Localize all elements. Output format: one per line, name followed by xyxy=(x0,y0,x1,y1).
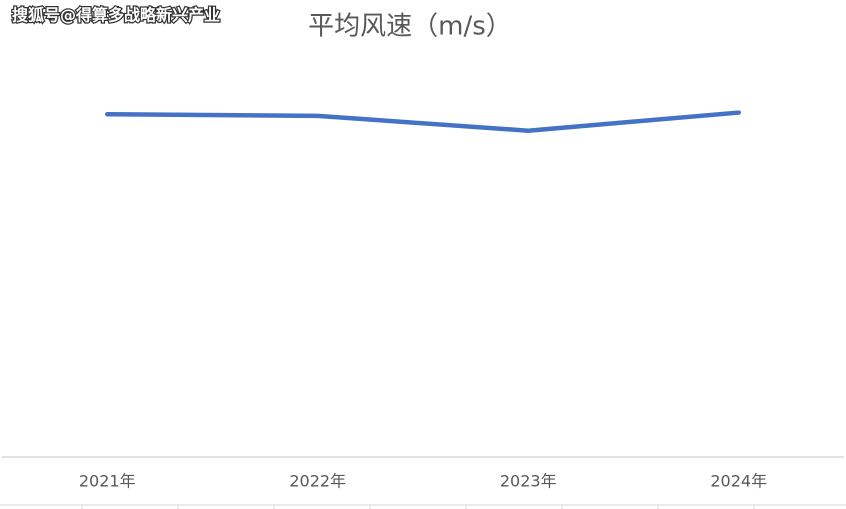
sheet-grid xyxy=(81,505,755,509)
x-tick-label: 2024年 xyxy=(710,472,767,491)
watermark: 搜狐号@得算多战略新兴产业 xyxy=(12,6,220,25)
x-tick-label: 2023年 xyxy=(500,472,557,491)
x-tick-label: 2021年 xyxy=(79,472,136,491)
line xyxy=(105,110,741,133)
x-tick-label: 2022年 xyxy=(289,472,346,491)
chart-title: 平均风速（m/s） xyxy=(308,12,512,42)
